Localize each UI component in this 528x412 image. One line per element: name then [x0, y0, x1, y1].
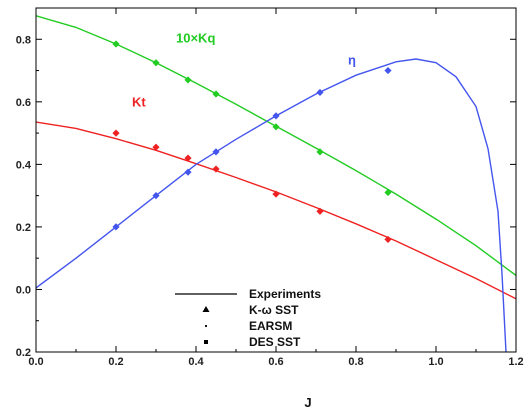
data-point-0: [384, 188, 392, 197]
legend-swatch-dot: [204, 324, 208, 328]
x-tick-label: 0.6: [268, 356, 283, 368]
legend-swatch-square: [204, 340, 208, 344]
data-point-0: [212, 90, 220, 98]
y-tick-label: 0.8: [16, 34, 31, 46]
legend-label: EARSM: [249, 319, 292, 333]
series-curves: [36, 15, 516, 352]
series-curve-2: [36, 58, 507, 352]
data-point-0: [184, 76, 192, 84]
y-tick-label: 0.4: [16, 159, 32, 171]
data-point-1: [212, 165, 220, 173]
data-point-1: [384, 235, 392, 244]
x-tick-label: 0.4: [188, 356, 204, 368]
legend-label: Experiments: [249, 287, 321, 301]
series-label-0: 10×Kq: [176, 30, 215, 45]
series-label-1: Kt: [132, 95, 146, 110]
data-point-2: [152, 192, 160, 200]
y-tick-label: 0.6: [16, 97, 31, 109]
data-point-1: [316, 207, 324, 215]
y-tick-label: 0.2: [16, 347, 31, 359]
data-point-1: [152, 143, 160, 151]
data-point-1: [272, 190, 280, 198]
data-point-0: [152, 59, 160, 67]
data-point-2: [316, 88, 324, 97]
data-point-2: [272, 112, 280, 120]
data-point-1: [184, 154, 192, 162]
data-point-2: [212, 148, 220, 156]
y-tick-label: 0.2: [16, 222, 31, 234]
x-tick-label: 0.2: [108, 356, 123, 368]
x-axis-ticks: 0.0 0.2 0.4 0.6 0.8 1.0 1.2: [28, 8, 524, 368]
data-point-0: [316, 148, 324, 156]
series-labels: 10×Kq Kt η: [132, 30, 356, 109]
series-points: [112, 40, 392, 244]
legend-swatch-triangle: [202, 306, 210, 312]
data-point-2: [112, 223, 120, 231]
series-curve-0: [36, 15, 516, 276]
x-axis-title: J: [304, 395, 311, 410]
y-axis-ticks: 0.2 0.0 0.2 0.4 0.6 0.8: [16, 7, 516, 359]
data-point-1: [112, 129, 120, 137]
x-tick-label: 0.8: [348, 356, 363, 368]
data-point-0: [272, 123, 280, 131]
data-point-2: [184, 168, 192, 176]
data-point-0: [112, 40, 120, 48]
legend: Experiments K-ω SST EARSM DES SST: [175, 287, 321, 349]
x-tick-label: 1.2: [508, 356, 523, 368]
series-label-2: η: [348, 52, 356, 67]
y-tick-label: 0.0: [16, 284, 31, 296]
data-point-2: [384, 66, 392, 75]
legend-label: K-ω SST: [249, 303, 299, 317]
series-curve-1: [36, 121, 516, 300]
legend-label: DES SST: [249, 335, 301, 349]
x-tick-label: 1.0: [428, 356, 443, 368]
x-tick-label: 0.0: [28, 356, 43, 368]
